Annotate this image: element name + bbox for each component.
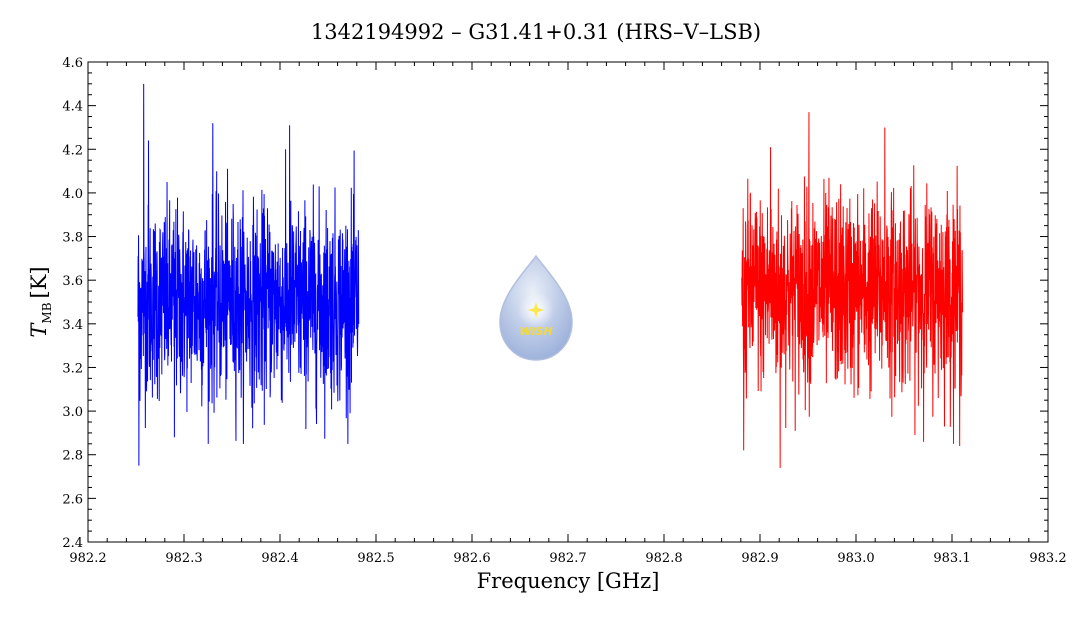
x-tick-label: 982.7 [549, 551, 586, 566]
x-tick-label: 983.2 [1029, 551, 1066, 566]
y-tick-label: 3.6 [62, 274, 83, 289]
x-tick-label: 982.3 [165, 551, 202, 566]
y-tick-label: 4.4 [62, 100, 83, 115]
y-axis-label-main: T [27, 322, 51, 338]
chart-title: 1342194992 – G31.41+0.31 (HRS–V–LSB) [311, 20, 761, 44]
logo-text: WISH [519, 325, 552, 338]
star-icon [528, 302, 544, 318]
x-tick-label: 982.2 [69, 551, 106, 566]
x-tick-label: 982.9 [741, 551, 778, 566]
x-tick-label: 982.5 [357, 551, 394, 566]
y-tick-label: 4.0 [62, 187, 83, 202]
y-tick-label: 3.4 [62, 318, 83, 333]
y-tick-label: 2.6 [62, 492, 83, 507]
spectrum-series-1 [137, 83, 360, 466]
y-axis-label-unit: [K] [27, 266, 51, 298]
y-tick-labels: 2.4 2.6 2.8 3.0 3.2 3.4 3.6 3.8 4.0 4.2 4.4 4.6 [62, 56, 83, 551]
y-tick-label: 3.0 [62, 405, 83, 420]
axis-ticks [87, 61, 1049, 543]
y-tick-label: 4.2 [62, 143, 83, 158]
spectrum-series-2 [741, 112, 964, 468]
y-axis-label-sub: MB [40, 302, 54, 323]
series-group [137, 83, 964, 468]
wish-logo: WISH [499, 254, 573, 361]
y-tick-label: 3.8 [62, 231, 83, 246]
x-tick-labels: 982.2 982.3 982.4 982.5 982.6 982.7 982.8 982.9… [69, 551, 1066, 566]
y-tick-label: 4.6 [62, 56, 83, 71]
x-tick-label: 982.6 [453, 551, 490, 566]
y-tick-label: 2.8 [62, 449, 83, 464]
y-axis-label: TMB [K] [27, 266, 54, 337]
x-axis-label: Frequency [GHz] [477, 569, 660, 593]
x-tick-label: 982.8 [645, 551, 682, 566]
x-tick-label: 983.0 [837, 551, 874, 566]
x-tick-label: 983.1 [933, 551, 970, 566]
x-tick-label: 982.4 [261, 551, 298, 566]
y-tick-label: 2.4 [62, 536, 83, 551]
y-tick-label: 3.2 [62, 361, 83, 376]
svg-text:TMB[K]: TMB [K] [27, 266, 54, 337]
